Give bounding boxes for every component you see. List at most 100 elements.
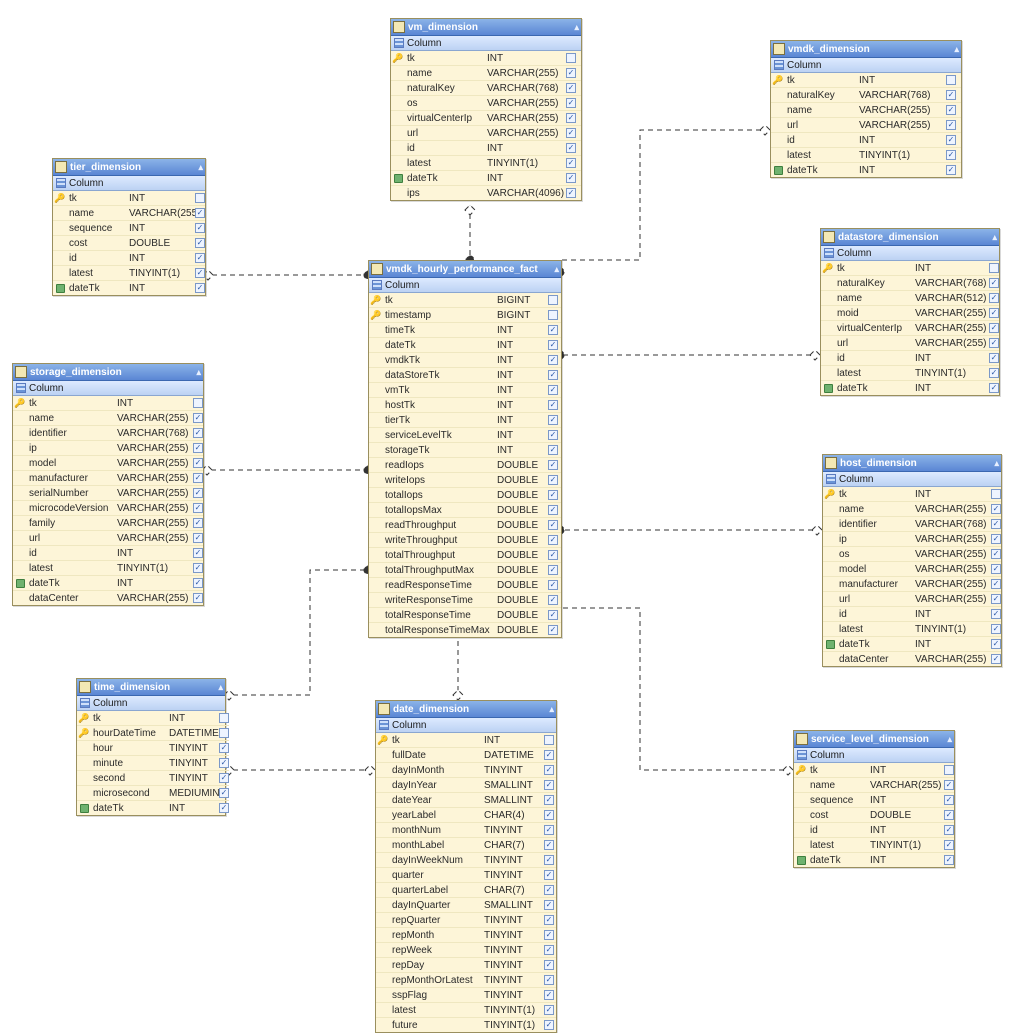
nullable-checkbox[interactable]	[193, 533, 203, 543]
table-header[interactable]: datastore_dimension▴	[821, 229, 999, 246]
nullable-checkbox[interactable]	[542, 885, 556, 895]
nullable-checkbox[interactable]	[193, 503, 203, 513]
nullable-checkbox[interactable]	[542, 915, 556, 925]
column-row[interactable]: familyVARCHAR(255)	[13, 516, 203, 531]
nullable-checkbox[interactable]	[542, 735, 556, 745]
nullable-checkbox[interactable]	[542, 840, 556, 850]
column-row[interactable]: nameVARCHAR(255)	[53, 206, 205, 221]
nullable-checkbox[interactable]	[991, 504, 1001, 514]
nullable-checkbox[interactable]	[545, 520, 561, 530]
nullable-checkbox[interactable]	[561, 68, 581, 78]
column-row[interactable]: dataCenterVARCHAR(255)	[823, 652, 1001, 666]
nullable-checkbox[interactable]	[545, 295, 561, 305]
nullable-checkbox[interactable]	[944, 780, 954, 790]
nullable-checkbox[interactable]	[561, 53, 581, 63]
nullable-checkbox[interactable]	[561, 143, 581, 153]
column-row[interactable]: serialNumberVARCHAR(255)	[13, 486, 203, 501]
column-row[interactable]: monthLabelCHAR(7)	[376, 838, 556, 853]
column-row[interactable]: nameVARCHAR(255)	[13, 411, 203, 426]
nullable-checkbox[interactable]	[545, 325, 561, 335]
nullable-checkbox[interactable]	[941, 120, 961, 130]
column-row[interactable]: readThroughputDOUBLE	[369, 518, 561, 533]
nullable-checkbox[interactable]	[944, 765, 954, 775]
nullable-checkbox[interactable]	[195, 223, 205, 233]
nullable-checkbox[interactable]	[941, 75, 961, 85]
nullable-checkbox[interactable]	[941, 165, 961, 175]
nullable-checkbox[interactable]	[545, 385, 561, 395]
nullable-checkbox[interactable]	[545, 580, 561, 590]
nullable-checkbox[interactable]	[545, 595, 561, 605]
nullable-checkbox[interactable]	[545, 505, 561, 515]
nullable-checkbox[interactable]	[219, 713, 229, 723]
nullable-checkbox[interactable]	[991, 624, 1001, 634]
column-row[interactable]: virtualCenterIpVARCHAR(255)	[821, 321, 999, 336]
nullable-checkbox[interactable]	[944, 840, 954, 850]
column-row[interactable]: latestTINYINT(1)	[13, 561, 203, 576]
table-vmdk_dimension[interactable]: vmdk_dimension▴Column🔑tkINTnaturalKeyVAR…	[770, 40, 962, 178]
column-row[interactable]: ipVARCHAR(255)	[13, 441, 203, 456]
column-row[interactable]: 🔑tkINT	[376, 733, 556, 748]
column-row[interactable]: totalIopsMaxDOUBLE	[369, 503, 561, 518]
column-row[interactable]: nameVARCHAR(512)	[821, 291, 999, 306]
column-row[interactable]: 🔑tkINT	[771, 73, 961, 88]
column-row[interactable]: identifierVARCHAR(768)	[823, 517, 1001, 532]
nullable-checkbox[interactable]	[542, 990, 556, 1000]
column-row[interactable]: costDOUBLE	[794, 808, 954, 823]
nullable-checkbox[interactable]	[989, 323, 999, 333]
column-row[interactable]: latestTINYINT(1)	[391, 156, 581, 171]
column-row[interactable]: totalResponseTimeDOUBLE	[369, 608, 561, 623]
column-row[interactable]: latestTINYINT(1)	[771, 148, 961, 163]
nullable-checkbox[interactable]	[193, 398, 203, 408]
collapse-icon[interactable]: ▴	[554, 264, 559, 275]
column-row[interactable]: dayInWeekNumTINYINT	[376, 853, 556, 868]
table-header[interactable]: time_dimension▴	[77, 679, 225, 696]
collapse-icon[interactable]: ▴	[218, 682, 223, 693]
column-row[interactable]: 🔑hourDateTimeDATETIME	[77, 726, 229, 741]
table-tier_dimension[interactable]: tier_dimension▴Column🔑tkINTnameVARCHAR(2…	[52, 158, 206, 296]
nullable-checkbox[interactable]	[989, 338, 999, 348]
column-row[interactable]: osVARCHAR(255)	[823, 547, 1001, 562]
table-header[interactable]: host_dimension▴	[823, 455, 1001, 472]
column-row[interactable]: dataStoreTkINT	[369, 368, 561, 383]
nullable-checkbox[interactable]	[195, 193, 205, 203]
nullable-checkbox[interactable]	[991, 639, 1001, 649]
nullable-checkbox[interactable]	[542, 1005, 556, 1015]
nullable-checkbox[interactable]	[561, 83, 581, 93]
nullable-checkbox[interactable]	[561, 98, 581, 108]
column-row[interactable]: urlVARCHAR(255)	[821, 336, 999, 351]
nullable-checkbox[interactable]	[991, 579, 1001, 589]
nullable-checkbox[interactable]	[944, 855, 954, 865]
column-row[interactable]: idINT	[794, 823, 954, 838]
column-row[interactable]: manufacturerVARCHAR(255)	[13, 471, 203, 486]
column-row[interactable]: idINT	[821, 351, 999, 366]
nullable-checkbox[interactable]	[561, 188, 581, 198]
column-row[interactable]: 🔑tkINT	[821, 261, 999, 276]
nullable-checkbox[interactable]	[944, 795, 954, 805]
column-row[interactable]: totalThroughputDOUBLE	[369, 548, 561, 563]
column-row[interactable]: 🔑tkINT	[77, 711, 229, 726]
nullable-checkbox[interactable]	[542, 765, 556, 775]
nullable-checkbox[interactable]	[941, 105, 961, 115]
nullable-checkbox[interactable]	[545, 400, 561, 410]
column-row[interactable]: 🔑tkINT	[823, 487, 1001, 502]
column-row[interactable]: serviceLevelTkINT	[369, 428, 561, 443]
table-header[interactable]: vm_dimension▴	[391, 19, 581, 36]
column-row[interactable]: latestTINYINT(1)	[376, 1003, 556, 1018]
column-row[interactable]: vmdkTkINT	[369, 353, 561, 368]
nullable-checkbox[interactable]	[545, 535, 561, 545]
column-row[interactable]: dataCenterVARCHAR(255)	[13, 591, 203, 605]
column-row[interactable]: vmTkINT	[369, 383, 561, 398]
column-row[interactable]: modelVARCHAR(255)	[13, 456, 203, 471]
column-row[interactable]: timeTkINT	[369, 323, 561, 338]
collapse-icon[interactable]: ▴	[992, 232, 997, 243]
nullable-checkbox[interactable]	[193, 518, 203, 528]
nullable-checkbox[interactable]	[545, 445, 561, 455]
table-vmdk_hourly_performance_fact[interactable]: vmdk_hourly_performance_fact▴Column🔑tkBI…	[368, 260, 562, 638]
nullable-checkbox[interactable]	[193, 593, 203, 603]
column-row[interactable]: dayInQuarterSMALLINT	[376, 898, 556, 913]
nullable-checkbox[interactable]	[193, 443, 203, 453]
nullable-checkbox[interactable]	[542, 810, 556, 820]
column-row[interactable]: latestTINYINT(1)	[794, 838, 954, 853]
nullable-checkbox[interactable]	[991, 534, 1001, 544]
column-row[interactable]: writeIopsDOUBLE	[369, 473, 561, 488]
